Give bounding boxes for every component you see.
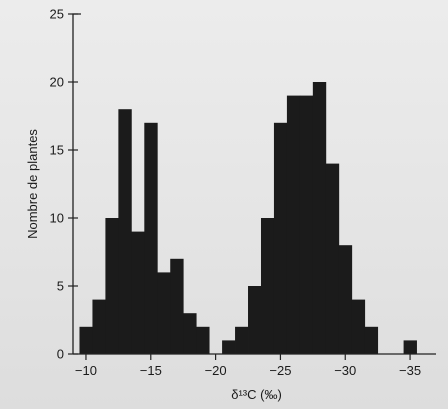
histogram-bar (286, 95, 301, 354)
histogram-bar (364, 326, 379, 354)
histogram-bar (222, 340, 236, 354)
histogram-bar (235, 326, 249, 354)
histogram-bar (325, 163, 340, 354)
histogram-bar (118, 109, 132, 354)
y-tick-label: 25 (50, 7, 64, 22)
bars-group (79, 82, 417, 354)
x-tick-label: −30 (334, 363, 356, 378)
y-axis-title: Nombre de plantes (25, 129, 40, 239)
x-tick-label: −10 (75, 363, 97, 378)
histogram-bar (338, 245, 353, 354)
x-tick-label: −20 (205, 363, 227, 378)
y-axis (72, 13, 81, 354)
histogram-bar (131, 231, 145, 354)
histogram-bar (260, 218, 275, 354)
histogram-bar (403, 340, 417, 354)
histogram-bar (157, 272, 171, 354)
histogram-bar (144, 122, 158, 354)
x-axis-title: δ¹³C (‰) (231, 387, 282, 402)
histogram-bar (79, 326, 93, 354)
y-ticks: 0 5 10 15 20 25 (50, 7, 78, 362)
histogram-bar (92, 299, 106, 354)
histogram-bar (351, 299, 366, 354)
histogram-bar (105, 218, 119, 354)
histogram-bar (183, 313, 197, 354)
y-tick-label: 0 (57, 347, 64, 362)
y-tick-label: 10 (50, 211, 64, 226)
y-tick-label: 15 (50, 143, 64, 158)
histogram-bar (170, 258, 184, 354)
histogram-bar (299, 95, 314, 354)
histogram-bar (273, 122, 288, 354)
histogram-bar (312, 82, 327, 354)
x-ticks: −10 −15 −20 −25 −30 −35 (75, 354, 421, 378)
x-tick-label: −35 (399, 363, 421, 378)
x-tick-label: −25 (269, 363, 291, 378)
y-tick-label: 20 (50, 75, 64, 90)
x-tick-label: −15 (140, 363, 162, 378)
histogram-bar (248, 286, 262, 354)
histogram-bar (196, 326, 210, 354)
y-tick-label: 5 (57, 279, 64, 294)
